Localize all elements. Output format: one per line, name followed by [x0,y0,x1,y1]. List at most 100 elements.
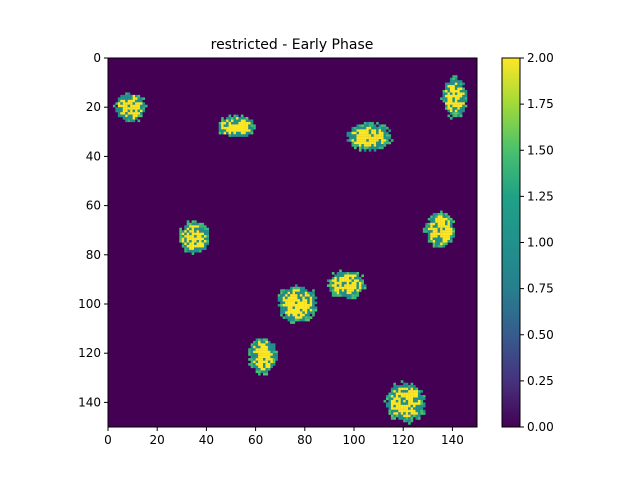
heatmap-cell [250,126,254,130]
heatmap-cell [339,289,342,292]
heatmap-cell [260,367,264,371]
heatmap-cell [189,249,192,253]
heatmap-cell [223,131,227,135]
heatmap-cell [403,397,406,401]
heatmap-cell [415,387,419,391]
heatmap-cell [294,289,298,292]
heatmap-cell [354,136,357,140]
heatmap-cell [437,237,441,241]
heatmap-cell [290,301,293,305]
heatmap-cell [351,129,355,132]
heatmap-cell [117,112,121,115]
heatmap-cell [258,365,261,369]
heatmap-cell [410,402,414,406]
heatmap-cell [408,417,411,420]
heatmap-cell [304,291,308,295]
heatmap-cell [452,97,456,100]
heatmap-cell [437,220,441,223]
heatmap-cell [221,121,224,125]
heatmap-cell [191,249,195,253]
heatmap-cell [346,296,350,300]
heatmap-cell [432,220,436,223]
heatmap-cell [440,230,443,233]
heatmap-cell [403,409,406,413]
heatmap-cell [413,412,416,415]
heatmap-cell [258,360,261,364]
heatmap-cell [245,134,249,137]
heatmap-cell [393,382,396,386]
heatmap-cell [302,313,305,317]
heatmap-cell [354,284,357,287]
heatmap-cell [223,126,227,130]
heatmap-cell [235,131,239,135]
heatmap-cell [459,94,463,98]
heatmap-cell [201,232,205,236]
heatmap-cell [437,232,441,236]
heatmap-cell [346,131,350,135]
heatmap-cell [390,417,394,420]
heatmap-cell [408,404,411,408]
heatmap-cell [425,222,428,226]
heatmap-cell [194,230,197,233]
heatmap-cell [304,318,308,322]
heatmap-cell [280,294,283,297]
heatmap-cell [282,311,286,314]
heatmap-cell [287,296,291,300]
heatmap-cell [255,370,259,374]
heatmap-cell [417,399,421,403]
heatmap-cell [349,131,352,135]
heatmap-cell [282,299,286,302]
heatmap-cell [191,222,195,226]
heatmap-cell [383,139,387,142]
heatmap-cell [385,134,389,137]
heatmap-cell [267,343,271,346]
heatmap-cell [287,306,291,310]
heatmap-cell [408,412,411,415]
heatmap-cell [285,308,288,312]
heatmap-cell [186,220,190,223]
heatmap-cell [262,348,266,351]
heatmap-cell [447,82,451,86]
heatmap-cell [250,343,254,346]
heatmap-cell [344,284,347,287]
heatmap-cell [253,348,256,351]
heatmap-cell [449,230,453,233]
heatmap-cell [137,119,141,123]
heatmap-cell [403,385,406,388]
heatmap-cell [309,299,313,302]
heatmap-cell [430,217,433,221]
heatmap-cell [351,296,355,300]
heatmap-cell [366,134,369,137]
heatmap-cell [130,102,133,105]
heatmap-cell [454,109,458,113]
heatmap-cell [218,121,222,125]
heatmap-cell [282,304,286,307]
heatmap-cell [420,402,424,406]
heatmap-cell [277,299,281,302]
heatmap-cell [413,414,416,418]
heatmap-cell [430,225,433,228]
heatmap-area [107,57,478,428]
heatmap-cell [184,249,187,253]
heatmap-cell [415,392,419,396]
heatmap-cell [243,117,246,120]
heatmap-cell [186,240,190,243]
heatmap-cell [373,134,377,137]
heatmap-cell [189,232,192,236]
heatmap-cell [422,409,426,413]
heatmap-cell [287,316,291,319]
heatmap-cell [270,350,273,354]
heatmap-cell [454,114,458,118]
heatmap-cell [425,227,428,231]
heatmap-cell [339,279,342,283]
heatmap-cell [307,291,310,295]
heatmap-cell [400,392,404,396]
heatmap-cell [326,284,330,287]
heatmap-cell [231,134,234,137]
heatmap-cell [130,112,133,115]
heatmap-cell [127,107,131,110]
heatmap-cell [358,281,362,285]
y-tick-label: 20 [86,100,101,114]
heatmap-cell [302,304,305,307]
heatmap-cell [442,244,446,248]
